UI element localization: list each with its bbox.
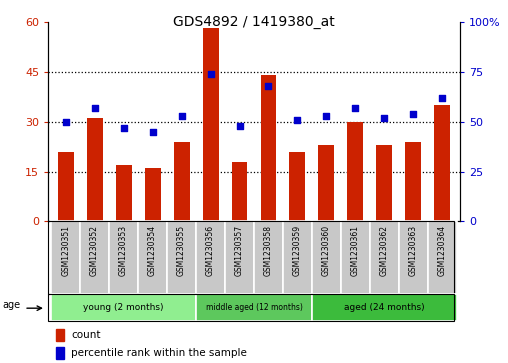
Bar	[138, 221, 167, 294]
Bar	[58, 152, 74, 221]
Bar	[312, 294, 457, 321]
Bar	[116, 165, 132, 221]
Bar	[254, 221, 283, 294]
Text: GSM1230362: GSM1230362	[380, 225, 389, 276]
Point	[352, 105, 360, 110]
Bar	[225, 221, 254, 294]
Text: GDS4892 / 1419380_at: GDS4892 / 1419380_at	[173, 15, 335, 29]
Bar	[56, 329, 64, 341]
Bar	[261, 75, 276, 221]
Bar	[203, 28, 218, 221]
Bar	[196, 221, 225, 294]
Point	[409, 111, 418, 117]
Bar	[232, 162, 247, 221]
Point	[265, 83, 273, 89]
Bar	[56, 347, 64, 359]
Bar	[196, 294, 312, 321]
Bar	[51, 221, 80, 294]
Text: GSM1230353: GSM1230353	[119, 225, 128, 276]
Text: GSM1230356: GSM1230356	[206, 225, 215, 276]
Text: GSM1230363: GSM1230363	[409, 225, 418, 276]
Text: age: age	[3, 300, 20, 310]
Bar	[87, 118, 103, 221]
Bar	[370, 221, 399, 294]
Text: GSM1230359: GSM1230359	[293, 225, 302, 276]
Text: GSM1230358: GSM1230358	[264, 225, 273, 276]
Point	[61, 119, 70, 125]
Bar	[51, 294, 196, 321]
Bar	[109, 221, 138, 294]
Point	[148, 129, 156, 134]
Bar	[347, 122, 363, 221]
Point	[206, 71, 214, 77]
Bar	[376, 145, 392, 221]
Point	[438, 95, 447, 101]
Point	[177, 113, 185, 118]
Bar	[167, 221, 196, 294]
Point	[380, 115, 389, 121]
Text: GSM1230360: GSM1230360	[322, 225, 331, 276]
Point	[119, 125, 128, 130]
Text: GSM1230357: GSM1230357	[235, 225, 244, 276]
Text: middle aged (12 months): middle aged (12 months)	[206, 303, 302, 312]
Bar	[434, 105, 450, 221]
Bar	[428, 221, 457, 294]
Bar	[399, 221, 428, 294]
Bar	[174, 142, 189, 221]
Bar	[283, 221, 312, 294]
Bar	[145, 168, 161, 221]
Text: GSM1230351: GSM1230351	[61, 225, 70, 276]
Bar	[80, 221, 109, 294]
Point	[90, 105, 99, 110]
Bar	[405, 142, 421, 221]
Text: GSM1230352: GSM1230352	[90, 225, 99, 276]
Bar	[312, 221, 341, 294]
Point	[294, 117, 302, 122]
Bar	[319, 145, 334, 221]
Text: percentile rank within the sample: percentile rank within the sample	[71, 348, 247, 358]
Text: GSM1230354: GSM1230354	[148, 225, 157, 276]
Text: GSM1230361: GSM1230361	[351, 225, 360, 276]
Text: GSM1230364: GSM1230364	[438, 225, 447, 276]
Point	[235, 123, 243, 129]
Bar	[290, 152, 305, 221]
Point	[323, 113, 331, 118]
Text: count: count	[71, 330, 101, 340]
Text: GSM1230355: GSM1230355	[177, 225, 186, 276]
Text: aged (24 months): aged (24 months)	[344, 303, 425, 312]
Bar	[341, 221, 370, 294]
Text: young (2 months): young (2 months)	[83, 303, 164, 312]
